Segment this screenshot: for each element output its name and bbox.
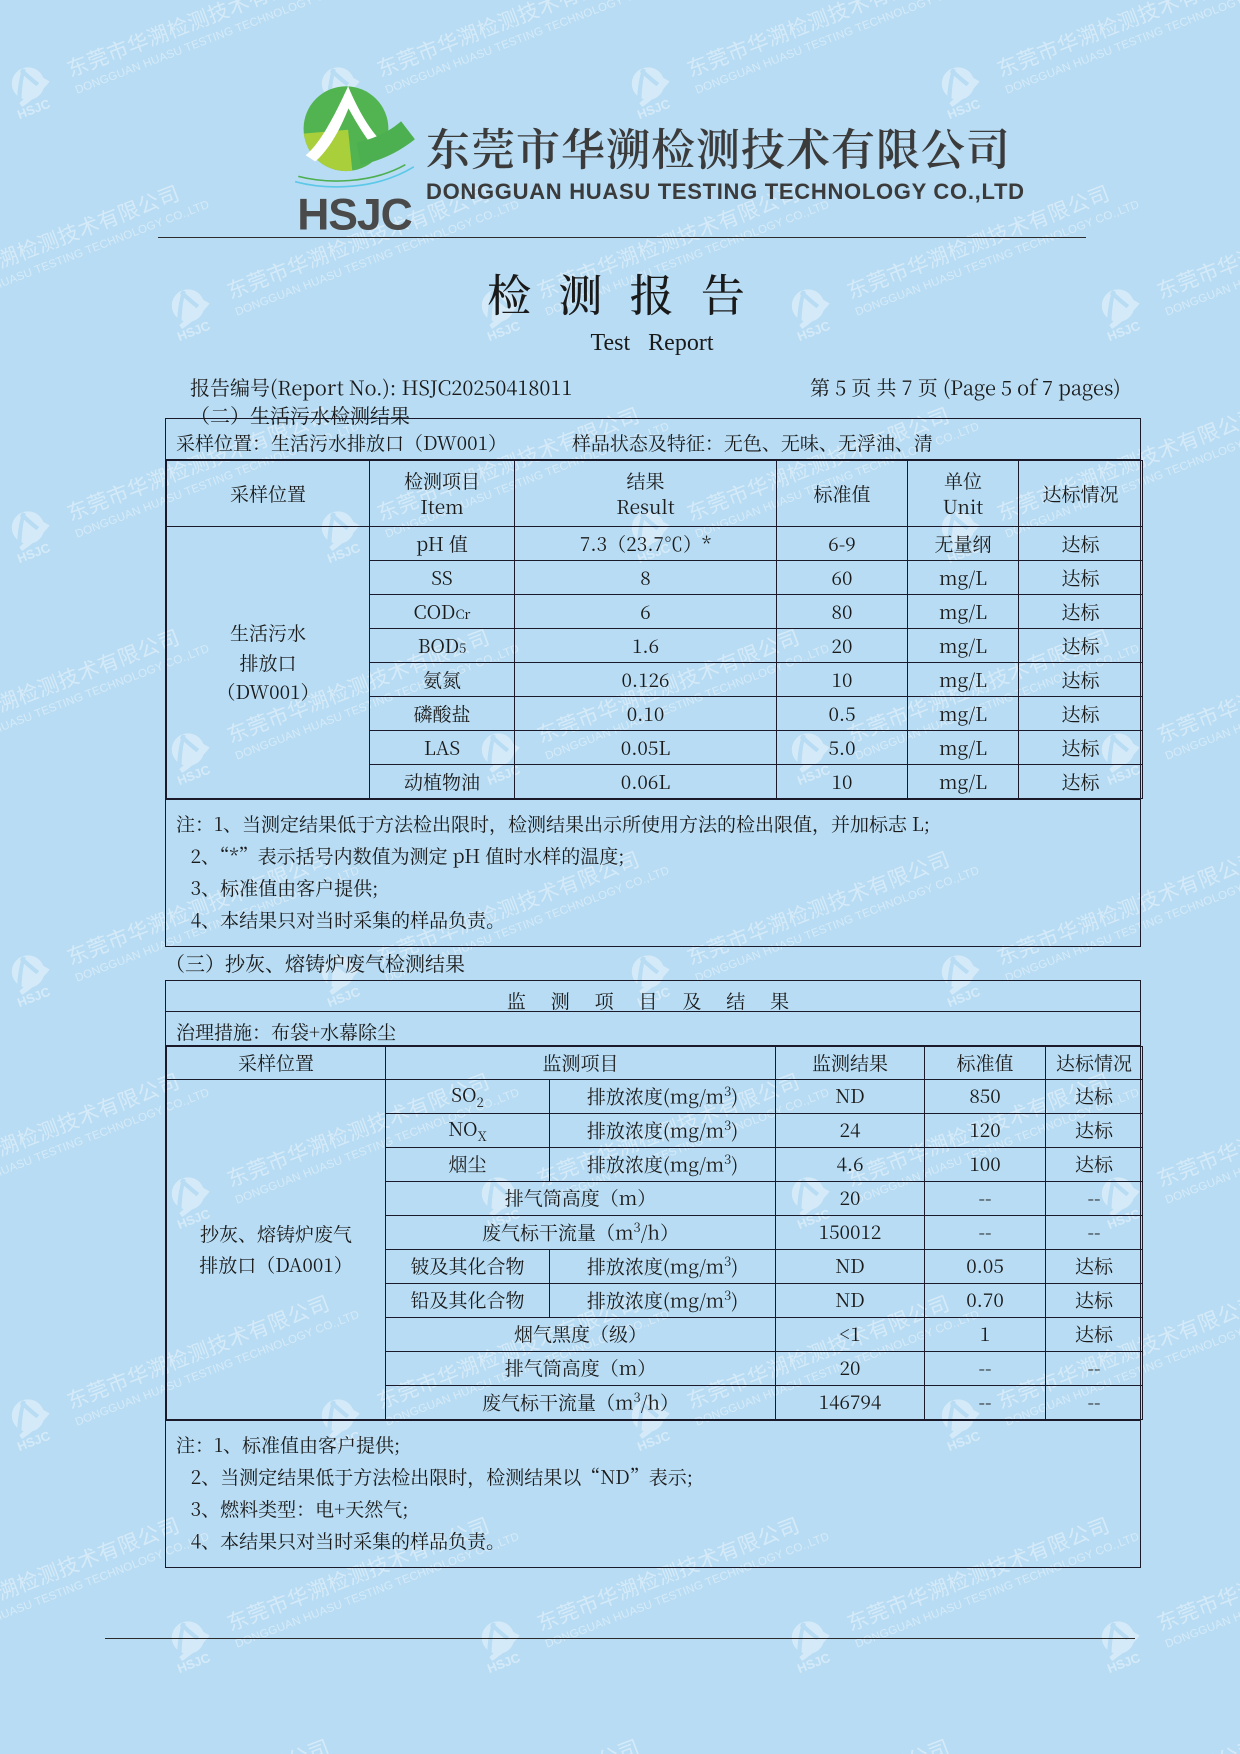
- svg-text:HSJC: HSJC: [297, 190, 411, 239]
